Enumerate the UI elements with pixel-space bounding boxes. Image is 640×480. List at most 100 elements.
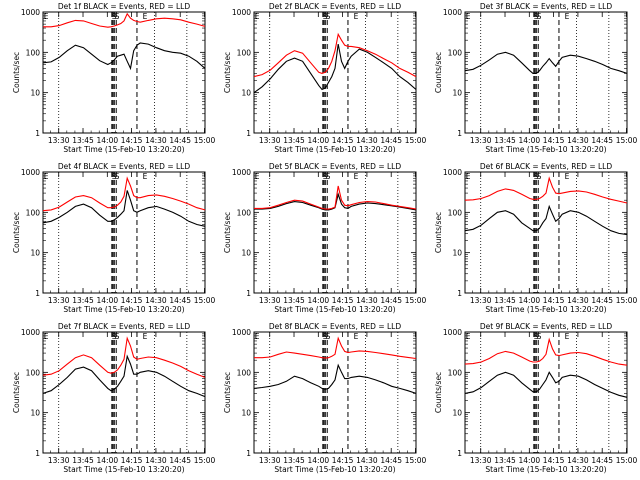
top-annotation: E: [44, 332, 49, 341]
top-annotation: E: [255, 332, 260, 341]
x-tick-label: 14:00: [97, 456, 119, 465]
y-tick-label: 1000: [443, 8, 462, 17]
plot-frame: [42, 331, 206, 454]
plot-frame: [253, 331, 417, 454]
top-annotation: E: [143, 172, 148, 181]
x-tick-label: 14:00: [519, 296, 541, 305]
panel-title: Det 8f BLACK = Events, RED = LLD: [269, 322, 402, 331]
x-tick-label: 15:00: [194, 456, 216, 465]
y-tick-label: 100: [448, 208, 463, 217]
y-tick-label: 1: [35, 449, 40, 458]
x-tick-label: 14:15: [121, 136, 143, 145]
x-tick-label: 15:00: [616, 296, 638, 305]
top-annotation: E: [565, 12, 570, 21]
top-annotation: E: [466, 172, 471, 181]
y-tick-label: 1000: [21, 168, 40, 177]
x-tick-label: 14:30: [145, 296, 167, 305]
y-tick-label: 10: [452, 89, 462, 98]
x-axis-label: Start Time (15-Feb-10 13:20:20): [485, 305, 606, 314]
x-tick-label: 15:00: [616, 456, 638, 465]
x-tick-label: 14:30: [567, 296, 589, 305]
x-tick-label: 13:45: [494, 296, 516, 305]
top-annotation: S: [115, 332, 120, 341]
y-tick-label: 100: [237, 48, 252, 57]
x-tick-label: 14:00: [308, 296, 330, 305]
top-annotation: E: [143, 12, 148, 21]
y-tick-label: 100: [448, 48, 463, 57]
x-tick-label: 13:30: [48, 456, 70, 465]
plot-frame: [253, 171, 417, 294]
top-annotation: S: [537, 172, 542, 181]
x-tick-label: 13:45: [72, 136, 94, 145]
y-axis-label: Counts/sec: [223, 212, 232, 253]
x-axis-label: Start Time (15-Feb-10 13:20:20): [63, 465, 184, 474]
x-tick-label: 14:15: [121, 296, 143, 305]
y-axis-label: Counts/sec: [12, 372, 21, 413]
x-tick-label: 13:45: [72, 296, 94, 305]
x-axis-label: Start Time (15-Feb-10 13:20:20): [63, 145, 184, 154]
plot-frame: [42, 11, 206, 134]
x-tick-label: 14:45: [591, 136, 613, 145]
plot-frame: [253, 11, 417, 134]
x-tick-label: 14:00: [519, 136, 541, 145]
x-tick-label: 15:00: [616, 136, 638, 145]
x-tick-label: 13:30: [470, 456, 492, 465]
y-tick-label: 1: [246, 129, 251, 138]
y-tick-label: 100: [26, 368, 41, 377]
x-tick-label: 13:45: [283, 456, 305, 465]
x-tick-label: 15:00: [405, 456, 427, 465]
x-tick-label: 14:45: [591, 296, 613, 305]
top-annotation: E: [354, 172, 359, 181]
x-tick-label: 13:45: [283, 136, 305, 145]
x-tick-label: 15:00: [194, 136, 216, 145]
series-line-lld: [43, 12, 206, 28]
series-line-events: [42, 354, 206, 398]
top-annotation: E: [255, 12, 260, 21]
plot-frame: [464, 171, 628, 294]
y-tick-label: 1: [35, 289, 40, 298]
y-tick-label: 100: [237, 208, 252, 217]
y-tick-label: 1: [457, 129, 462, 138]
top-annotation: S: [537, 332, 542, 341]
x-tick-label: 14:30: [567, 456, 589, 465]
x-tick-label: 14:15: [543, 296, 565, 305]
x-tick-label: 13:30: [48, 136, 70, 145]
y-tick-label: 10: [30, 409, 40, 418]
x-tick-label: 13:45: [72, 456, 94, 465]
x-axis-label: Start Time (15-Feb-10 13:20:20): [485, 465, 606, 474]
y-tick-label: 100: [26, 208, 41, 217]
top-annotation: S: [112, 172, 117, 181]
series-line-lld: [253, 32, 417, 78]
panel-title: Det 2f BLACK = Events, RED = LLD: [269, 2, 402, 11]
plot-frame: [464, 11, 628, 134]
top-annotation: E: [565, 172, 570, 181]
x-tick-label: 14:30: [356, 296, 378, 305]
x-tick-label: 14:15: [332, 296, 354, 305]
x-axis-label: Start Time (15-Feb-10 13:20:20): [274, 145, 395, 154]
top-annotation: S: [326, 12, 331, 21]
panel-title: Det 6f BLACK = Events, RED = LLD: [480, 162, 613, 171]
x-tick-label: 14:30: [356, 456, 378, 465]
x-tick-label: 14:45: [380, 296, 402, 305]
y-tick-label: 1000: [232, 8, 251, 17]
series-line-lld: [254, 336, 417, 360]
top-annotation: E: [255, 172, 260, 181]
top-annotation: E: [44, 12, 49, 21]
y-axis-label: Counts/sec: [12, 212, 21, 253]
top-annotation: S: [115, 172, 120, 181]
top-annotation: E: [466, 332, 471, 341]
y-tick-label: 10: [241, 89, 251, 98]
x-tick-label: 14:00: [97, 296, 119, 305]
x-tick-label: 14:45: [169, 456, 191, 465]
x-tick-label: 14:15: [543, 456, 565, 465]
x-tick-label: 15:00: [194, 296, 216, 305]
top-annotation: S: [534, 332, 539, 341]
series-line-events: [253, 43, 417, 94]
top-annotation: S: [534, 12, 539, 21]
y-tick-label: 10: [30, 249, 40, 258]
x-tick-label: 14:45: [380, 456, 402, 465]
